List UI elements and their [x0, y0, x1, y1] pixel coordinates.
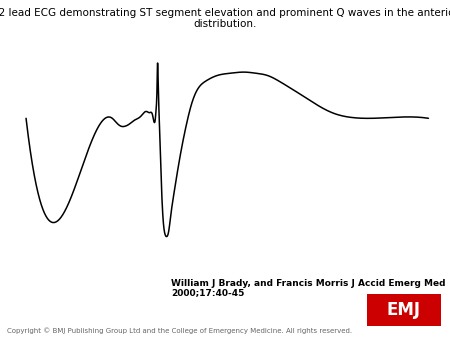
Text: distribution.: distribution. — [194, 19, 256, 29]
Text: 2000;17:40-45: 2000;17:40-45 — [171, 288, 244, 297]
Text: 12 lead ECG demonstrating ST segment elevation and prominent Q waves in the ante: 12 lead ECG demonstrating ST segment ele… — [0, 8, 450, 19]
Text: William J Brady, and Francis Morris J Accid Emerg Med: William J Brady, and Francis Morris J Ac… — [171, 279, 446, 288]
Text: EMJ: EMJ — [387, 301, 421, 319]
Text: Copyright © BMJ Publishing Group Ltd and the College of Emergency Medicine. All : Copyright © BMJ Publishing Group Ltd and… — [7, 327, 352, 334]
